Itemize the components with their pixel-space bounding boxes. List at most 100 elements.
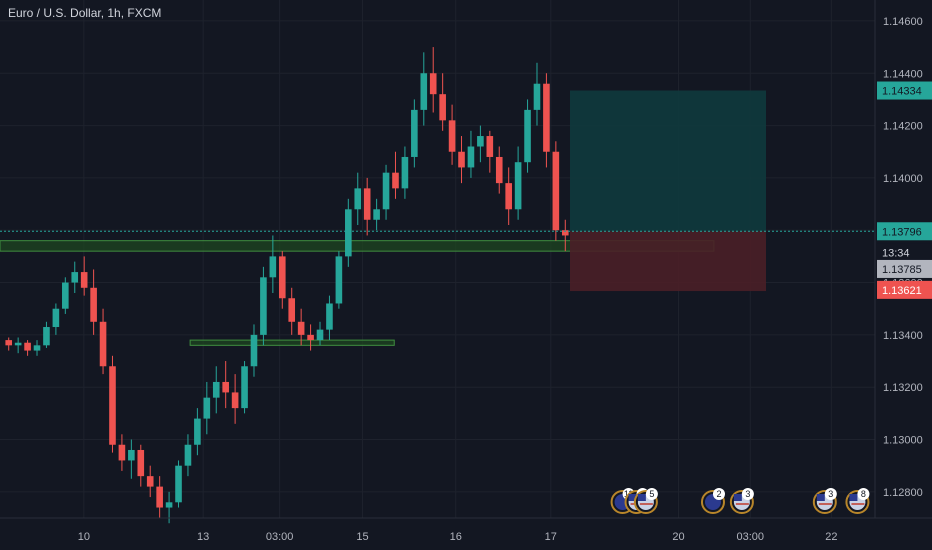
candle-body — [486, 136, 494, 157]
candle-body — [543, 83, 550, 152]
candle-body — [241, 366, 248, 409]
candle-body — [505, 183, 512, 210]
candle-body — [420, 73, 428, 110]
time-tick-label: 22 — [825, 531, 837, 543]
price-tick-label: 1.14000 — [883, 173, 923, 185]
us-flag-canton — [849, 494, 858, 501]
candle-body — [477, 136, 484, 147]
price-tag-bg — [877, 222, 932, 241]
time-tick-label: 10 — [78, 531, 90, 543]
candle-body — [52, 308, 60, 328]
time-tick-label: 13 — [197, 531, 209, 543]
economic-event-marker[interactable]: 3 — [812, 488, 837, 514]
economic-event-marker[interactable]: 2 — [700, 488, 725, 514]
candle-body — [382, 172, 390, 210]
candle-body — [33, 345, 41, 351]
price-tag-label: 13:34 — [882, 247, 910, 259]
candle-body — [269, 256, 277, 278]
drawing-zones[interactable] — [0, 90, 766, 346]
candle-body — [373, 209, 380, 220]
candle-body — [354, 188, 362, 210]
event-count: 5 — [649, 489, 654, 499]
candle-body — [194, 418, 201, 445]
candle-body — [533, 83, 541, 110]
price-tag-bg — [877, 280, 932, 299]
price-tag-label: 1.13621 — [882, 285, 922, 297]
price-tag: 1.13785 — [877, 259, 932, 278]
candle-body — [24, 342, 31, 351]
price-tick-label: 1.14200 — [883, 121, 923, 133]
candle-body — [137, 449, 145, 477]
candle-body — [184, 444, 192, 466]
candle-body — [561, 230, 569, 236]
event-count: 3 — [828, 489, 833, 499]
candle-body — [118, 444, 126, 461]
time-tick-label: 16 — [450, 531, 462, 543]
candle-body — [335, 256, 343, 304]
candle-body — [326, 303, 333, 330]
candle-body — [467, 146, 475, 168]
price-tick-label: 1.13200 — [883, 382, 923, 394]
price-tag-bg — [877, 259, 932, 278]
candle-body — [80, 272, 88, 288]
candle-body — [278, 256, 286, 299]
price-tags: 1.14334 1.13796 13:34 1.13785 1.13621 — [877, 81, 932, 299]
position-profit-zone[interactable] — [570, 90, 766, 232]
candle-body — [175, 465, 182, 503]
candle-body — [14, 342, 22, 346]
candle-body — [260, 277, 267, 335]
candle-body — [448, 120, 456, 152]
symbol-title[interactable]: Euro / U.S. Dollar, 1h, FXCM — [8, 6, 162, 20]
candle-body — [288, 298, 296, 322]
position-loss-zone[interactable] — [570, 231, 766, 292]
candle-body — [495, 156, 503, 184]
time-tick-label: 03:00 — [736, 531, 764, 543]
candle-body — [316, 329, 324, 341]
support-zone[interactable] — [189, 339, 395, 346]
candle-body — [297, 321, 305, 335]
time-axis[interactable]: 10 13 03:00 15 16 17 20 03:00 22 — [78, 531, 838, 543]
event-count: 8 — [861, 489, 866, 499]
candle-body — [222, 381, 229, 393]
price-tick-label: 1.13000 — [883, 435, 923, 447]
economic-event-marker[interactable]: 8 — [845, 488, 870, 514]
price-tag-bg — [877, 81, 932, 100]
us-flag-canton — [628, 494, 637, 501]
price-tag-label: 1.14334 — [882, 86, 922, 98]
time-tick-label: 03:00 — [266, 531, 294, 543]
candle-body — [212, 381, 220, 398]
candle-body — [401, 156, 409, 189]
candle-body — [524, 109, 531, 163]
candle-body — [392, 172, 399, 189]
candle-body — [146, 476, 154, 487]
price-tag: 1.13796 — [877, 222, 932, 241]
candle-body — [514, 162, 522, 210]
event-count: 2 — [716, 489, 721, 499]
event-markers[interactable]: 11452338 — [610, 488, 870, 514]
candle-body — [62, 282, 69, 309]
candle-body — [429, 73, 437, 95]
price-tick-label: 1.12800 — [883, 487, 923, 499]
candle-body — [307, 334, 314, 341]
candle-body — [552, 151, 560, 231]
candle-body — [90, 287, 97, 322]
us-flag-canton — [816, 494, 825, 501]
event-count-badge — [645, 488, 658, 500]
price-tag: 13:34 — [877, 243, 932, 262]
candle-body — [109, 366, 116, 445]
candle-body — [439, 94, 446, 121]
candle-body — [128, 449, 135, 461]
candle-body — [345, 209, 352, 257]
event-count: 3 — [745, 489, 750, 499]
time-tick-label: 15 — [356, 531, 368, 543]
event-count-badge — [741, 488, 754, 500]
event-count-badge — [824, 488, 837, 500]
economic-event-marker[interactable]: 5 — [633, 488, 658, 514]
us-flag-canton — [637, 494, 646, 501]
time-tick-label: 17 — [545, 531, 557, 543]
candle-body — [411, 109, 418, 157]
event-count-badge — [712, 488, 725, 500]
economic-event-marker[interactable]: 3 — [729, 488, 754, 514]
